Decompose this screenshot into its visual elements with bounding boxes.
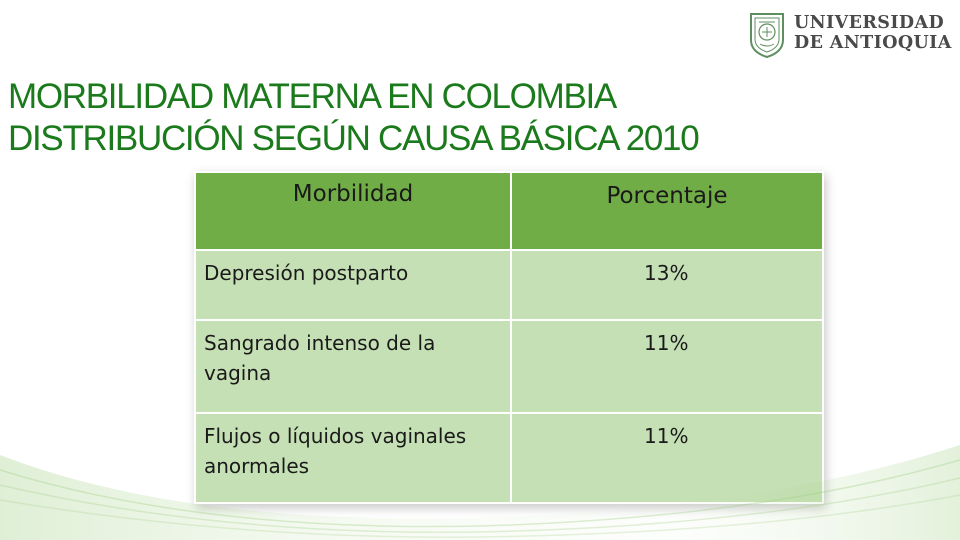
university-name-line1: UNIVERSIDAD: [794, 13, 945, 33]
percent-cell: 11%: [510, 319, 824, 414]
university-name: UNIVERSIDAD DE ANTIOQUIA: [794, 13, 952, 53]
slide-title: MORBILIDAD MATERNA EN COLOMBIA DISTRIBUC…: [8, 76, 700, 160]
percent-cell: 11%: [510, 412, 824, 504]
decorative-swoosh-band: [0, 445, 960, 540]
university-name-line2: DE ANTIOQUIA: [794, 33, 952, 53]
percent-cell: 13%: [510, 249, 824, 321]
slide-title-line1: MORBILIDAD MATERNA EN COLOMBIA: [8, 77, 617, 116]
cause-cell: Depresión postparto: [194, 249, 512, 321]
table-row: Depresión postparto 13%: [194, 249, 824, 321]
table-header-row: Morbilidad Porcentaje: [194, 171, 824, 251]
cause-cell: Flujos o líquidos vaginales anormales: [194, 412, 512, 504]
header-morbilidad: Morbilidad: [194, 171, 512, 251]
university-seal-icon: [750, 13, 784, 58]
morbidity-table: Morbilidad Porcentaje Depresión postpart…: [194, 171, 824, 504]
header-porcentaje: Porcentaje: [510, 171, 824, 251]
university-logo: UNIVERSIDAD DE ANTIOQUIA: [748, 8, 951, 64]
slide-title-line2: DISTRIBUCIÓN SEGÚN CAUSA BÁSICA 2010: [8, 119, 700, 158]
table-row: Sangrado intenso de la vagina 11%: [194, 319, 824, 414]
table-row: Flujos o líquidos vaginales anormales 11…: [194, 412, 824, 504]
cause-cell: Sangrado intenso de la vagina: [194, 319, 512, 414]
